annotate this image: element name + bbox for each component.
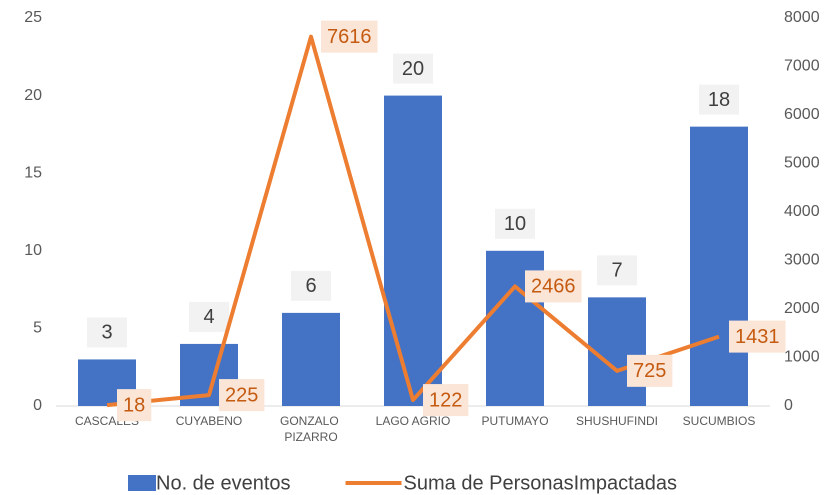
line-value-label: 225 — [225, 384, 258, 406]
bar-label-bg — [189, 301, 229, 332]
y-tick-label: 10 — [24, 242, 42, 259]
y-tick-label: 0 — [33, 397, 42, 414]
line-label-bg — [525, 270, 582, 303]
line-value-label: 18 — [123, 394, 145, 416]
line-value-label: 2466 — [531, 276, 576, 298]
y2-tick-label: 3000 — [784, 252, 820, 269]
line-label-bg — [117, 389, 152, 422]
y2-tick-label: 5000 — [784, 155, 820, 172]
bar-value-label: 6 — [305, 275, 316, 297]
y-tick-label: 5 — [33, 320, 42, 337]
bar-value-label: 3 — [101, 322, 112, 344]
bar-label-bg — [699, 84, 739, 115]
y2-tick-label: 4000 — [784, 203, 820, 220]
bar-label-bg — [495, 208, 535, 239]
y-tick-label: 25 — [24, 9, 42, 26]
bar-value-label: 7 — [611, 260, 622, 282]
bar-value-label: 18 — [708, 89, 730, 111]
line-value-label: 7616 — [327, 26, 372, 48]
legend-swatch — [128, 475, 156, 491]
x-tick-label: PUTUMAYO — [481, 414, 548, 428]
bar — [588, 297, 646, 406]
y2-tick-label: 0 — [784, 397, 793, 414]
x-tick-label: SHUSHUFINDI — [576, 414, 658, 428]
line — [106, 34, 720, 408]
y-tick-label: 15 — [24, 164, 42, 181]
bar-label-bg — [291, 270, 331, 301]
x-tick-label: CUYABENO — [176, 414, 242, 428]
line-label-bg — [219, 379, 265, 412]
bar — [282, 312, 340, 406]
bar-label-bg — [597, 255, 637, 286]
y-tick-label: 20 — [24, 87, 42, 104]
x-tick-label: SUCUMBIOS — [683, 414, 756, 428]
legend-label: Suma de PersonasImpactadas — [404, 472, 678, 494]
y2-tick-label: 7000 — [784, 58, 820, 75]
y2-tick-label: 6000 — [784, 106, 820, 123]
line-value-label: 725 — [633, 360, 666, 382]
line-label-bg — [627, 354, 673, 387]
y2-tick-label: 8000 — [784, 9, 820, 26]
line-label-bg — [729, 320, 786, 353]
line-value-label: 122 — [429, 389, 462, 411]
x-tick-label: LAGO AGRIO — [376, 414, 451, 428]
y2-tick-label: 1000 — [784, 349, 820, 366]
bar-label-bg — [393, 53, 433, 84]
bar-label-bg — [87, 317, 127, 348]
line-value-label: 1431 — [735, 326, 780, 348]
bar — [690, 126, 748, 406]
legend-label: No. de eventos — [156, 472, 291, 494]
line-label-bg — [423, 384, 469, 417]
bar — [384, 95, 442, 406]
bar-value-label: 4 — [203, 306, 214, 328]
bar-value-label: 20 — [402, 58, 424, 80]
x-tick-label: GONZALO PIZARRO — [280, 414, 342, 444]
line-label-bg — [321, 20, 378, 53]
y2-tick-label: 2000 — [784, 300, 820, 317]
bar-value-label: 10 — [504, 213, 526, 235]
